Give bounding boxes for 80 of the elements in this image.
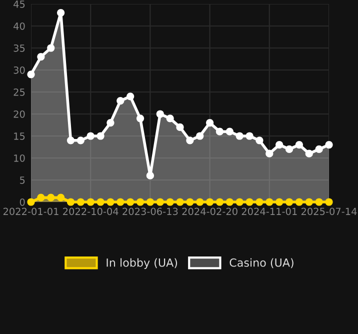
y-tick-label: 0 [20, 198, 25, 206]
point [156, 110, 164, 118]
point [166, 198, 174, 206]
point [66, 198, 75, 206]
point [226, 198, 234, 206]
point [106, 118, 114, 127]
point [325, 198, 333, 206]
point [305, 150, 313, 158]
point [325, 140, 333, 149]
point [295, 140, 304, 149]
point [186, 136, 194, 144]
point [136, 198, 144, 206]
point [315, 145, 323, 154]
point [47, 194, 55, 202]
point [226, 128, 234, 136]
point [116, 96, 124, 105]
point [266, 198, 274, 206]
y-tick-label: 35 [14, 44, 25, 52]
x-tick-label: 2023-06-13 [122, 208, 178, 216]
y-tick-label: 45 [14, 0, 25, 8]
point [86, 132, 94, 140]
point [27, 70, 35, 78]
x-tick-label: 2024-02-20 [182, 208, 238, 216]
point [126, 92, 134, 100]
point [206, 198, 214, 206]
point [236, 132, 244, 140]
point [146, 172, 154, 180]
point [76, 136, 84, 144]
y-tick-label: 15 [14, 132, 25, 140]
point [276, 140, 284, 149]
point [56, 8, 65, 17]
point [146, 198, 154, 206]
x-tick-label: 2024-11-01 [242, 208, 297, 216]
y-tick-label: 30 [14, 66, 25, 74]
point [315, 198, 323, 206]
point [246, 198, 254, 206]
point [186, 198, 194, 206]
point [216, 128, 224, 136]
point [56, 194, 65, 202]
point [66, 136, 75, 144]
point [27, 198, 35, 206]
point [216, 198, 224, 206]
x-tick-label: 2025-07-14 [301, 208, 357, 216]
point [246, 132, 254, 140]
point [176, 123, 184, 132]
point [126, 198, 134, 206]
point [37, 52, 45, 61]
point [206, 118, 214, 127]
legend-label: In lobby (UA) [106, 258, 178, 269]
legend-label: Casino (UA) [230, 258, 294, 268]
y-tick-label: 5 [20, 176, 25, 184]
point [37, 194, 45, 202]
y-tick-label: 40 [14, 22, 25, 30]
point [166, 114, 174, 122]
point [256, 136, 264, 144]
point [136, 114, 144, 122]
point [196, 132, 204, 140]
point [176, 198, 184, 206]
y-tick-label: 10 [14, 154, 25, 162]
point [96, 132, 104, 140]
x-tick-label: 2022-01-01 [3, 208, 58, 216]
point [295, 198, 304, 206]
point [236, 198, 244, 206]
point [285, 145, 294, 154]
point [156, 198, 164, 206]
y-tick-label: 25 [14, 88, 25, 96]
point [86, 198, 94, 206]
point [266, 150, 274, 158]
point [96, 198, 104, 206]
point [76, 198, 84, 206]
point [116, 198, 124, 206]
y-tick-label: 20 [14, 110, 25, 118]
point [47, 44, 55, 52]
x-tick-label: 2022-10-04 [63, 208, 118, 216]
point [305, 198, 313, 206]
point [196, 198, 204, 206]
point [106, 198, 114, 206]
point [285, 198, 294, 206]
point [256, 198, 264, 206]
point [276, 198, 284, 206]
